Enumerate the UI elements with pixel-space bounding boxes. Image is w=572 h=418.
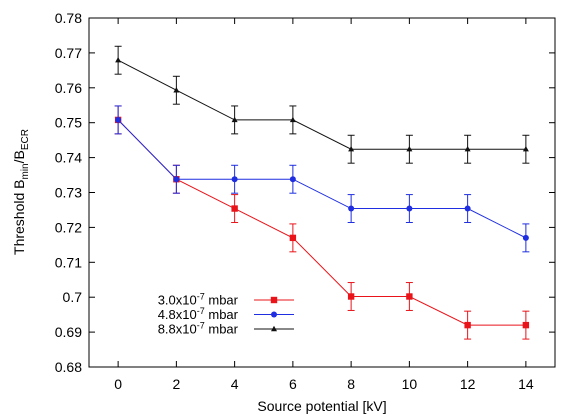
x-tick-label: 6 [289,376,297,392]
legend-label-unit: mbar [205,322,239,337]
y-tick-label: 0.75 [55,115,82,131]
series-line [117,59,526,150]
data-point [173,176,180,183]
data-point [464,321,471,329]
x-tick-label: 12 [460,376,476,392]
legend-label: 3.0x10-7 mbar [158,292,239,308]
data-point [522,321,530,329]
legend-entry: 3.0x10-7 mbar [158,292,294,308]
series-line [117,119,527,239]
data-point [348,205,355,212]
series-1 [114,105,530,253]
x-tick-label: 4 [231,376,239,392]
legend-label-unit: mbar [205,307,239,322]
x-tick-label: 2 [172,376,180,392]
data-point [231,176,238,183]
y-axis-title-mid: /B [11,150,27,163]
data-point [231,116,238,123]
y-axis-title-sub-min: min [20,163,31,179]
legend-label-exp: -7 [197,292,205,302]
y-tick-label: 0.74 [55,150,82,166]
series-layer [114,45,530,340]
data-point [289,116,296,123]
legend-label-base: 3.0x10 [158,293,197,308]
x-tick-label: 10 [402,376,418,392]
y-tick-label: 0.78 [55,10,82,26]
legend-label-exp: -7 [197,306,205,316]
y-axis-title: Threshold Bmin/BECR [11,129,31,255]
x-axis-title: Source potential [kV] [257,398,386,414]
data-point [347,293,355,300]
data-point [464,205,471,212]
y-tick-label: 0.69 [55,324,82,340]
y-tick-label: 0.73 [55,185,82,201]
legend-swatch-marker [271,325,277,332]
data-point [289,234,297,242]
legend-label-exp: -7 [197,321,205,331]
data-point [406,146,413,152]
data-point [522,234,529,241]
data-point [464,146,471,152]
data-point [289,176,296,183]
data-point [406,205,413,212]
x-tick-label: 8 [347,376,355,392]
y-axis-title-sub-ecr: ECR [20,129,31,150]
y-axis-title-prefix: Threshold B [11,180,27,255]
series-2 [114,45,530,164]
y-tick-label: 0.76 [55,80,82,96]
data-point [348,146,355,152]
y-tick-label: 0.7 [63,289,83,305]
x-tick-label: 14 [518,376,534,392]
axis-ticks [89,17,555,368]
legend-swatch-marker [271,311,277,318]
y-tick-label: 0.72 [55,219,82,235]
y-tick-label: 0.68 [55,359,82,375]
data-point [406,293,413,300]
series-line [117,119,526,326]
y-tick-label: 0.77 [55,45,82,61]
data-point [115,116,122,123]
data-point [115,57,122,63]
legend-label-unit: mbar [205,293,239,308]
y-tick-label: 0.71 [55,254,82,270]
data-point [522,146,529,152]
legend-label: 4.8x10-7 mbar [158,306,239,322]
axis-tick-labels: 0 2 4 6 8 10 12 14 0.68 0.69 0.7 0.71 0.72 0.73 0.74 0.… [55,10,534,392]
x-tick-label: 0 [114,376,122,392]
legend-label-base: 4.8x10 [158,307,197,322]
legend-entry: 4.8x10-7 mbar [158,306,294,322]
legend-label-base: 8.8x10 [158,322,197,337]
data-point [173,87,180,93]
legend-label: 8.8x10-7 mbar [158,321,239,337]
data-point [231,205,238,212]
legend-entry: 8.8x10-7 mbar [158,321,294,337]
legend-swatch-marker [270,296,278,304]
